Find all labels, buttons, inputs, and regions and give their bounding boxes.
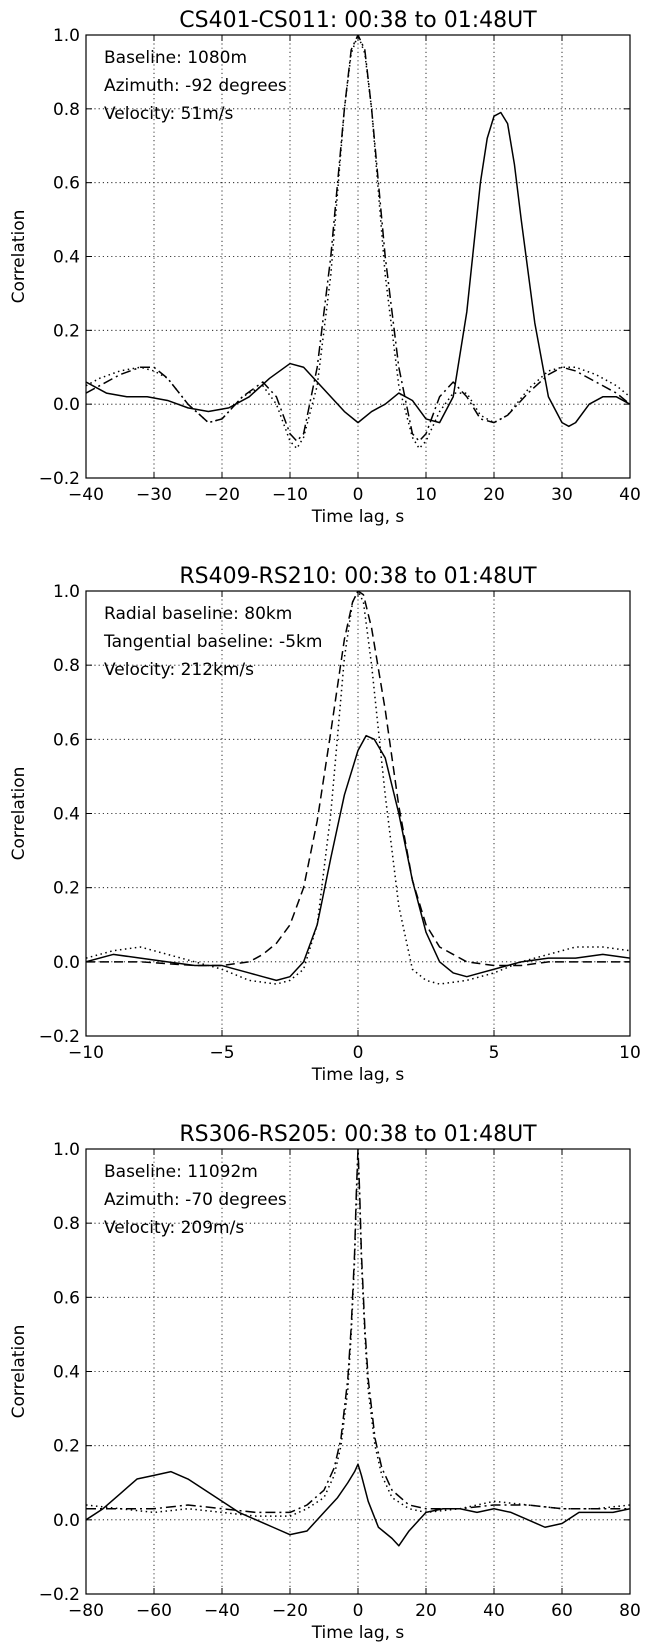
x-tick-label: 10 <box>415 485 437 505</box>
series-line-dotted <box>86 35 630 450</box>
series-line-solid <box>86 111 630 428</box>
annotation-text: Azimuth: -92 degrees <box>104 76 287 96</box>
chart-panel-1: −40 −30 −20 −10 0 10 20 30 40 −0.2 0.0 0.2 0.4 0.6 0.8… <box>9 8 641 527</box>
y-tick-label: 0.6 <box>53 730 80 750</box>
y-tick-label: −0.2 <box>39 1585 80 1605</box>
y-tick-label: 0.2 <box>53 1437 80 1457</box>
y-tick-label: 0.2 <box>53 879 80 899</box>
y-axis-label: Correlation <box>9 767 29 861</box>
chart-title: CS401-CS011: 00:38 to 01:48UT <box>179 8 537 33</box>
x-axis-label: Time lag, s <box>311 507 405 527</box>
y-axis-label: Correlation <box>9 1325 29 1419</box>
y-tick-label: 0.0 <box>53 395 80 415</box>
x-tick-label: −20 <box>272 1601 308 1621</box>
x-axis-label: Time lag, s <box>311 1623 405 1643</box>
annotation-text: Baseline: 1080m <box>104 48 247 68</box>
chart-title: RS306-RS205: 00:38 to 01:48UT <box>179 1122 537 1147</box>
annotation-text: Velocity: 212km/s <box>104 660 254 680</box>
y-axis-label: Correlation <box>9 210 29 304</box>
y-tick-label: 1.0 <box>53 582 80 602</box>
y-tick-label: 1.0 <box>53 26 80 46</box>
y-tick-label: −0.2 <box>39 469 80 489</box>
series-line-dashed <box>86 591 630 967</box>
series-line-solid <box>86 734 630 982</box>
x-tick-label: −80 <box>68 1601 104 1621</box>
series-line-solid <box>86 1463 630 1547</box>
y-tick-label: 1.0 <box>53 1140 80 1160</box>
y-tick-label: 0.4 <box>53 248 80 268</box>
y-tick-label: 0.4 <box>53 805 80 825</box>
x-tick-label: −5 <box>209 1043 234 1063</box>
x-tick-label: 0 <box>353 1601 364 1621</box>
x-tick-label: 80 <box>619 1601 641 1621</box>
x-tick-label: 40 <box>483 1601 505 1621</box>
x-tick-label: −60 <box>136 1601 172 1621</box>
annotation-text: Velocity: 209m/s <box>104 1218 244 1238</box>
x-tick-label: −30 <box>136 485 172 505</box>
annotation-text: Baseline: 11092m <box>104 1162 258 1182</box>
chart-panel-2: −10 −5 0 5 10 −0.2 0.0 0.2 0.4 0.6 0.8 1.0 RS409-RS2… <box>9 564 641 1085</box>
annotation-text: Azimuth: -70 degrees <box>104 1190 287 1210</box>
x-axis-label: Time lag, s <box>311 1065 405 1085</box>
y-tick-label: 0.4 <box>53 1363 80 1383</box>
x-tick-label: −40 <box>204 1601 240 1621</box>
y-tick-label: 0.0 <box>53 953 80 973</box>
x-tick-label: 20 <box>483 485 505 505</box>
y-tick-label: 0.8 <box>53 1214 80 1234</box>
y-tick-label: 0.2 <box>53 321 80 341</box>
y-tick-label: 0.0 <box>53 1511 80 1531</box>
y-tick-label: −0.2 <box>39 1027 80 1047</box>
y-tick-label: 0.6 <box>53 174 80 194</box>
annotation-text: Tangential baseline: -5km <box>103 632 322 652</box>
x-tick-label: 10 <box>619 1043 641 1063</box>
annotation-text: Velocity: 51m/s <box>104 104 234 124</box>
series-line-dotted <box>86 591 630 985</box>
x-tick-label: −10 <box>68 1043 104 1063</box>
x-tick-label: −10 <box>272 485 308 505</box>
y-tick-label: 0.8 <box>53 656 80 676</box>
x-tick-label: 40 <box>619 485 641 505</box>
chart-panel-3: −80 −60 −40 −20 0 20 40 60 80 −0.2 0.0 0.2 0.4 0.6 0.8… <box>9 1122 641 1643</box>
x-tick-label: 5 <box>489 1043 500 1063</box>
y-tick-label: 0.6 <box>53 1288 80 1308</box>
x-tick-label: −40 <box>68 485 104 505</box>
x-tick-label: −20 <box>204 485 240 505</box>
y-tick-label: 0.8 <box>53 100 80 120</box>
x-tick-label: 0 <box>353 485 364 505</box>
x-tick-label: 20 <box>415 1601 437 1621</box>
x-tick-label: 0 <box>353 1043 364 1063</box>
chart-title: RS409-RS210: 00:38 to 01:48UT <box>179 564 537 589</box>
x-tick-label: 60 <box>551 1601 573 1621</box>
annotation-text: Radial baseline: 80km <box>104 604 292 624</box>
series-line-dotted <box>86 1149 630 1517</box>
x-tick-label: 30 <box>551 485 573 505</box>
